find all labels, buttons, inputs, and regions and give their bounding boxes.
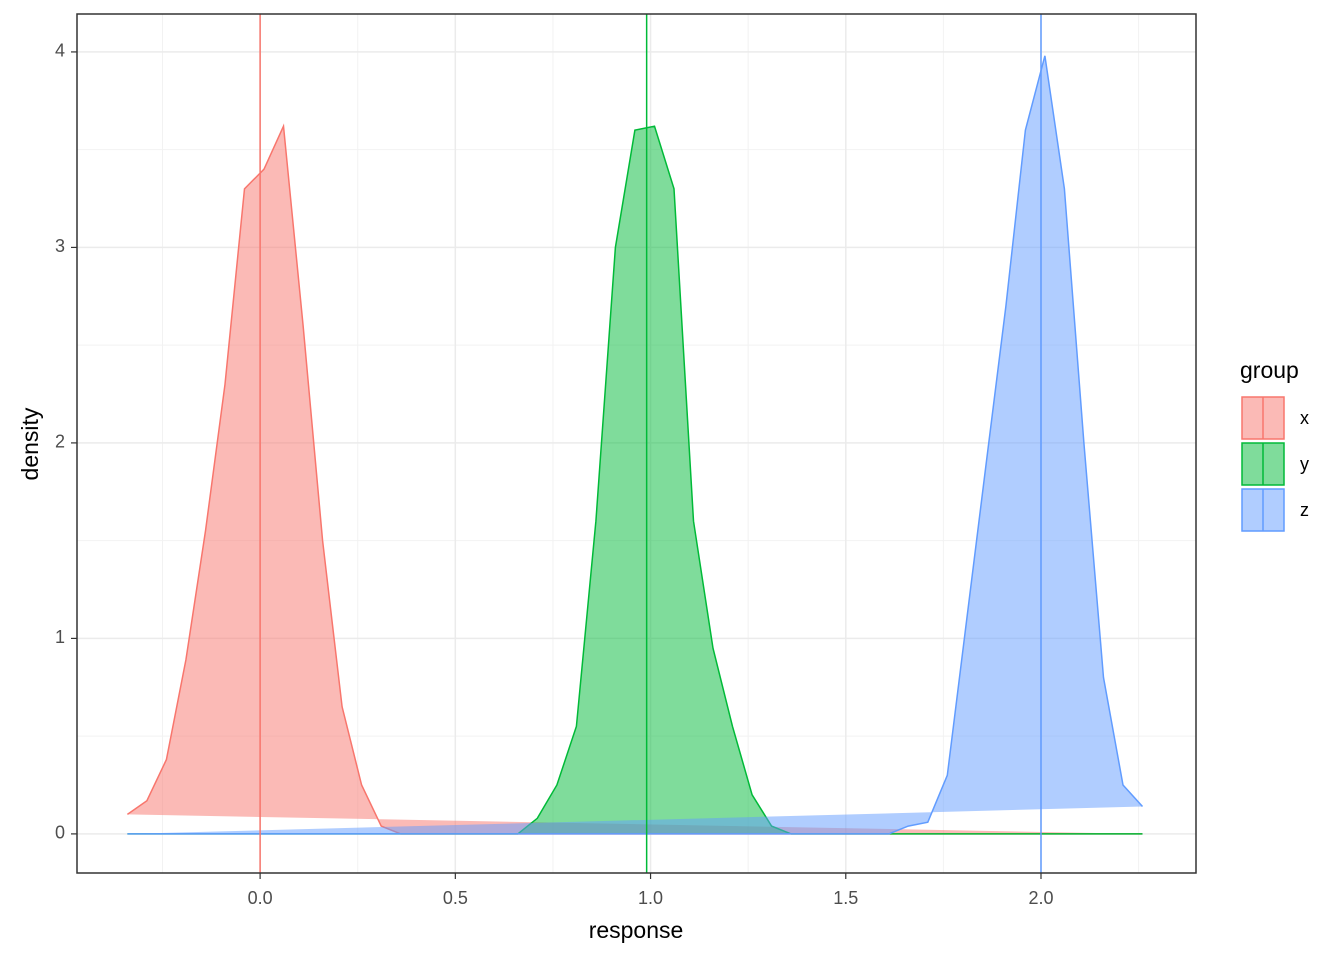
x-axis-title: response	[589, 917, 684, 943]
x-tick-label: 0.0	[248, 888, 273, 908]
legend-title: group	[1240, 357, 1299, 383]
y-axis-title: density	[17, 407, 43, 480]
x-tick-label: 1.0	[638, 888, 663, 908]
panel-border	[76, 13, 1197, 874]
legend-label: y	[1300, 454, 1309, 474]
y-tick-label: 4	[55, 41, 65, 61]
legend-label: x	[1300, 408, 1309, 428]
x-tick-label: 0.5	[443, 888, 468, 908]
y-tick-label: 0	[55, 823, 65, 843]
x-tick-label: 1.5	[833, 888, 858, 908]
y-tick-label: 1	[55, 627, 65, 647]
y-tick-label: 2	[55, 432, 65, 452]
x-tick-label: 2.0	[1028, 888, 1053, 908]
y-tick-label: 3	[55, 236, 65, 256]
legend-label: z	[1300, 500, 1309, 520]
